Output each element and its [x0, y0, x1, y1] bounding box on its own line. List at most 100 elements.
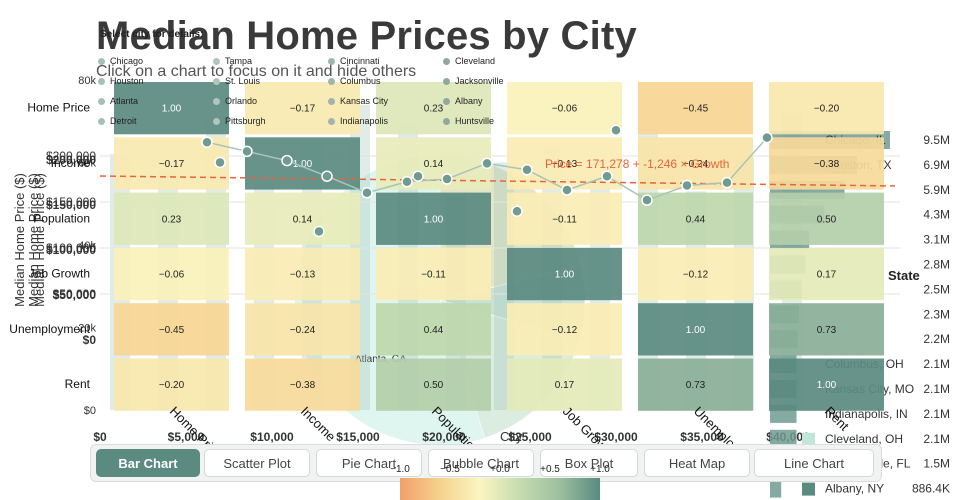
price-bar-y-label: Median Home Price ($) — [32, 173, 47, 307]
heatmap-cell-label: −0.20 — [814, 104, 840, 115]
line-y-tick: $200,000 — [46, 153, 96, 167]
city-legend-dot — [328, 97, 335, 105]
heatmap-row-label: Rent — [65, 377, 91, 391]
population-bar-value-label: 2.1M — [923, 357, 950, 371]
heatmap-cell-label: 1.00 — [293, 159, 313, 170]
correlation-heatmap: 1.00 −0.17 0.23 −0.06 −0.45 −0.20 −0.17 1.00 0.1… — [9, 82, 884, 476]
heatmap-cell-label: 0.14 — [424, 159, 444, 170]
city-legend-item[interactable]: Orlando — [213, 96, 257, 106]
city-legend-item[interactable]: Kansas City — [328, 96, 388, 106]
heatmap-cell — [769, 82, 884, 135]
line-point — [601, 170, 613, 182]
heatmap-cell — [507, 247, 622, 301]
heatmap-cell — [507, 82, 622, 135]
city-legend-dot — [213, 57, 220, 65]
city-legend-item[interactable]: Chicago — [98, 56, 143, 66]
population-legend-title: State — [888, 268, 920, 283]
heatmap-cell-label: 1.00 — [817, 380, 837, 391]
heatmap-cell — [769, 247, 884, 301]
line-point — [481, 157, 493, 170]
line-x-tick: $35,000 — [680, 430, 724, 444]
heatmap-cell — [507, 137, 622, 190]
heatmap-cell — [638, 303, 753, 356]
city-legend-dot — [443, 57, 450, 65]
line-x-tick: $5,000 — [168, 430, 205, 444]
heatmap-cell — [376, 358, 491, 411]
city-legend-label: Cincinnati — [340, 56, 380, 66]
city-legend-item[interactable]: St. Louis — [213, 76, 260, 86]
heatmap-cell-label: −0.38 — [290, 380, 316, 391]
line-x-tick: $0 — [93, 430, 107, 444]
chart-type-tab-bar: Bar Chart Scatter Plot Pie Chart Bubble Cha… — [90, 444, 882, 482]
colorbar-gradient — [400, 478, 600, 500]
city-legend-item[interactable]: Pittsburgh — [213, 116, 266, 126]
population-legend-swatch — [802, 432, 815, 446]
heatmap-cell-label: 0.44 — [686, 214, 706, 225]
line-point — [721, 176, 733, 189]
heatmap-cell — [638, 358, 753, 411]
population-bar-value-label: 2.1M — [923, 432, 950, 446]
population-bar — [770, 429, 797, 448]
colorbar-tick-label: +0.5 — [540, 464, 560, 475]
heatmap-cell-label: −0.45 — [159, 325, 185, 336]
city-legend-dot — [213, 97, 220, 105]
tab-heat-map[interactable]: Heat Map — [644, 449, 750, 477]
city-selector-legend: Select city for details: Chicago Tampa Cin… — [96, 27, 556, 127]
tab-box-plot[interactable]: Box Plot — [540, 449, 638, 477]
tab-scatter-plot[interactable]: Scatter Plot — [204, 449, 310, 477]
heatmap-cell — [769, 358, 884, 411]
city-legend-item[interactable]: Huntsville — [443, 116, 494, 126]
line-point — [321, 170, 333, 182]
city-legend-dot — [213, 77, 220, 85]
city-legend-item[interactable]: Cleveland — [443, 56, 495, 66]
page-subtitle: Click on a chart to focus on it and hide… — [96, 63, 417, 80]
city-legend-item[interactable]: Tampa — [213, 56, 252, 66]
population-bar-value-label: 3.1M — [923, 233, 950, 247]
line-x-tick: $15,000 — [336, 430, 380, 444]
line-x-tick: $20,000 — [422, 430, 466, 444]
tab-bar-chart[interactable]: Bar Chart — [96, 449, 200, 477]
heatmap-cell-label: 0.50 — [424, 380, 444, 391]
line-point — [681, 179, 693, 192]
city-legend-item[interactable]: Detroit — [98, 116, 137, 126]
colorbar-tick-label: +0.0 — [490, 464, 510, 475]
city-legend-dot — [98, 57, 105, 65]
population-city-name: Albany, NY — [825, 482, 884, 496]
heatmap-cell-label: −0.24 — [290, 325, 316, 336]
heatmap-cell — [114, 358, 229, 411]
population-bar-value-label: 2.1M — [923, 382, 950, 396]
heatmap-row-label: Job Growth — [29, 267, 90, 281]
line-x-tick: $25,000 — [508, 430, 552, 444]
population-bar-value-label: 1.5M — [923, 457, 950, 471]
scatter-point — [610, 124, 622, 136]
heatmap-cell-label: 0.73 — [686, 380, 706, 391]
city-legend-item[interactable]: Houston — [98, 76, 144, 86]
heatmap-cell-label: 0.50 — [817, 214, 837, 225]
line-y-label: Median Home Price ($) — [12, 173, 27, 307]
price-bar-y-tick: 40k — [78, 240, 96, 252]
heatmap-cell — [376, 192, 491, 245]
scatter-point — [214, 156, 226, 169]
city-legend-label: Pittsburgh — [225, 116, 266, 126]
line-point — [241, 145, 253, 158]
heatmap-colorbar: −1.0 −0.5 +0.0 +0.5 +1.0 — [350, 464, 610, 500]
city-legend-item[interactable]: Cincinnati — [328, 56, 380, 66]
city-legend-dot — [98, 117, 105, 125]
heatmap-cell-label: 1.00 — [424, 214, 444, 225]
city-legend-item[interactable]: Columbus — [328, 76, 381, 86]
line-y-tick: $150,000 — [46, 198, 96, 212]
city-legend-dot — [213, 117, 220, 125]
tab-line-chart[interactable]: Line Chart — [754, 449, 874, 477]
tab-pie-chart[interactable]: Pie Chart — [316, 449, 422, 477]
heatmap-cell — [769, 303, 884, 356]
city-legend-item[interactable]: Atlanta — [98, 96, 138, 106]
city-legend-item[interactable]: Albany — [443, 96, 483, 106]
heatmap-cell — [114, 247, 229, 301]
heatmap-row-label: Income — [51, 156, 91, 170]
line-point — [201, 136, 213, 148]
city-legend-item[interactable]: Indianapolis — [328, 116, 388, 126]
city-legend-item[interactable]: Jacksonville — [443, 76, 504, 86]
line-y-tick: $0 — [83, 333, 97, 347]
city-legend-label: Cleveland — [455, 56, 496, 66]
tab-bubble-chart[interactable]: Bubble Chart — [428, 449, 534, 477]
